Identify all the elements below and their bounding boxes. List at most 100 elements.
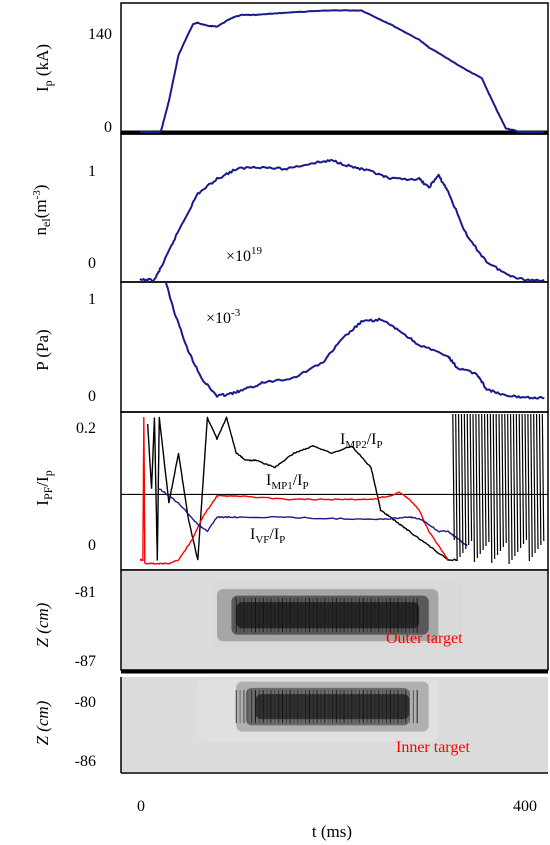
plasma-current-plot-area	[140, 9, 545, 134]
y-axis-label-sub: p	[41, 80, 55, 86]
scale-annotation: ×10-3	[206, 307, 241, 327]
y-axis-label-sub: el	[39, 218, 53, 227]
series-label-mp1-sub: MP1	[271, 480, 292, 492]
ytick-bottom-label: -87	[75, 653, 96, 670]
y-axis-label: Z (cm)	[33, 700, 52, 745]
scale-annotation-exponent: -3	[231, 307, 241, 319]
y-axis-label-z: Z	[33, 637, 52, 647]
oscillation-trace	[524, 413, 528, 541]
y-axis-label-main: I	[33, 86, 52, 92]
panel-inner-target: -80 -86 Z (cm) Inner target	[33, 677, 548, 774]
ytick-bottom-label: 0	[88, 255, 96, 272]
x-axis: 0 400 t (ms)	[137, 798, 537, 841]
oscillation-trace	[466, 413, 470, 546]
panel-outer-target: -81 -87 Z (cm) Outer target	[33, 569, 549, 674]
scale-annotation-base: ×10	[206, 310, 231, 327]
scale-annotation-base: ×10	[226, 248, 251, 265]
y-axis-label-sub2: p	[41, 470, 55, 476]
ytick-bottom-label: -86	[75, 753, 96, 770]
xtick-label-0: 0	[137, 798, 145, 815]
ytick-top-label: 1	[88, 291, 96, 308]
coil-currents-series-1-line	[139, 417, 449, 565]
oscillation-trace	[457, 413, 461, 558]
series-label-vf: IVF/IP	[250, 526, 285, 546]
y-axis-label-main: I	[33, 500, 52, 506]
oscillation-trace	[538, 413, 542, 546]
panel-plasma-current-frame	[120, 2, 549, 135]
oscillation-trace	[469, 413, 473, 542]
series-label-vf-sub: VF	[255, 534, 269, 546]
oscillation-trace	[521, 413, 525, 545]
series-label-vf-mid: /I	[269, 526, 279, 543]
x-axis-label: t (ms)	[312, 822, 352, 841]
series-label-mp2-sub: MP2	[345, 439, 366, 451]
oscillation-trace	[530, 413, 533, 558]
ytick-top-label: 0.2	[76, 420, 96, 437]
scale-annotation: ×1019	[226, 245, 263, 265]
y-axis-label-rest: (kA)	[33, 44, 52, 80]
y-axis-label: Z (cm)	[33, 602, 52, 647]
oscillation-trace	[527, 413, 530, 562]
oscillation-trace	[535, 413, 539, 550]
panel-outer-target-frame	[120, 569, 549, 671]
outer-target-label: Outer target	[386, 630, 463, 647]
oscillation-trace	[472, 413, 476, 563]
series-label-mp2-main: I	[340, 431, 345, 448]
y-axis-label-unit: (cm)	[33, 700, 52, 731]
oscillation-trace	[483, 413, 487, 547]
plasma-current-series-0-line	[140, 9, 545, 134]
y-axis-label-sub: PF	[41, 486, 55, 500]
oscillation-trace	[452, 413, 455, 541]
ytick-top-label: -80	[75, 694, 96, 711]
y-axis-label: IPF/Ip	[33, 470, 55, 505]
ytick-top-label: -81	[75, 584, 96, 601]
panel-pressure: 1 0 P (Pa) ×10-3	[33, 281, 549, 413]
oscillation-trace	[518, 413, 522, 549]
y-axis-label: P (Pa)	[33, 329, 52, 370]
panel-line-density: 1 0 nel(m-3) ×1019	[31, 133, 549, 283]
oscillation-trace	[533, 413, 536, 554]
series-label-vf-sub2: P	[279, 534, 285, 546]
line-density-series-0-line	[139, 158, 545, 282]
oscillation-trace	[478, 413, 481, 555]
oscillation-trace	[486, 413, 490, 543]
series-layer	[121, 9, 548, 565]
inner-target-heatmap	[197, 679, 439, 742]
oscillation-trace	[512, 413, 516, 557]
oscillation-trace	[504, 413, 507, 544]
oscillation-trace	[481, 413, 484, 551]
y-axis-label: Ip (kA)	[33, 44, 55, 92]
ytick-bottom-label: 0	[88, 537, 96, 554]
ytick-bottom-label: 0	[88, 388, 96, 405]
coil-currents-series-0-line	[147, 416, 458, 562]
panel-coil-currents-frame	[120, 411, 549, 571]
oscillation-trace	[541, 413, 545, 542]
series-label-mp2: IMP2/IP	[340, 431, 383, 451]
y-axis-label-unit: (cm)	[33, 602, 52, 633]
coil-currents-series-2-line	[158, 488, 468, 547]
xtick-label-400: 400	[513, 798, 537, 815]
oscillation-trace	[509, 413, 513, 561]
coil-currents-plot-area	[121, 413, 548, 565]
inner-target-label: Inner target	[396, 739, 470, 756]
oscillation-trace	[455, 413, 458, 562]
ytick-top-label: 140	[88, 26, 112, 43]
oscillation-trace	[507, 413, 510, 565]
pressure-series-0-line	[164, 282, 545, 400]
series-label-vf-main: I	[250, 526, 255, 543]
scale-annotation-exponent: 19	[251, 245, 263, 257]
outer-target-heatmap	[212, 582, 463, 648]
oscillation-trace	[475, 413, 478, 559]
oscillation-trace	[495, 413, 499, 556]
oscillation-trace	[492, 413, 496, 560]
line-density-plot-area	[139, 158, 545, 282]
series-label-mp1: IMP1/IP	[266, 472, 309, 492]
y-axis-label-z: Z	[33, 735, 52, 745]
y-axis-label: nel(m-3)	[31, 185, 53, 236]
y-axis-label-rest: (m	[31, 199, 50, 218]
series-label-mp1-mid: /I	[293, 472, 303, 489]
panel-line-density-frame	[120, 133, 549, 283]
oscillation-trace	[463, 413, 467, 550]
oscillation-trace	[515, 413, 519, 553]
